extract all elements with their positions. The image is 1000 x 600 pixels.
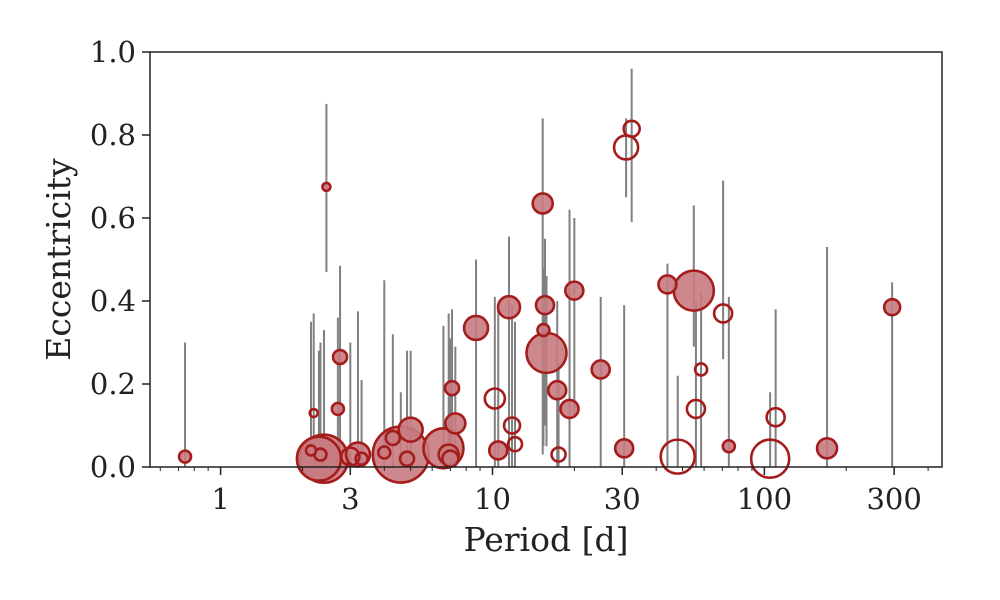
plot-frame	[149, 51, 943, 468]
data-point	[534, 294, 556, 316]
data-point	[882, 297, 902, 317]
data-point	[613, 438, 635, 459]
data-point	[525, 331, 568, 375]
y-axis-label: Eccentricity	[39, 158, 78, 361]
x-tick-label: 10	[474, 482, 511, 516]
data-point	[721, 438, 737, 454]
data-markers	[177, 119, 902, 485]
data-point	[712, 303, 734, 324]
data-point	[177, 449, 193, 464]
data-point	[462, 314, 490, 342]
data-point	[331, 348, 349, 366]
x-axis: 1 3 10 30 100 300	[159, 467, 929, 516]
data-point	[622, 119, 641, 139]
data-point	[483, 387, 507, 410]
data-point	[531, 192, 555, 215]
data-point	[590, 359, 611, 380]
data-point	[815, 437, 839, 460]
x-axis-label: Period [d]	[464, 520, 629, 559]
data-point	[441, 449, 460, 469]
data-point	[308, 407, 319, 419]
data-point	[321, 181, 332, 193]
data-point	[536, 322, 551, 338]
data-point	[546, 379, 568, 401]
data-point	[384, 429, 402, 447]
data-point	[559, 398, 580, 420]
data-point	[330, 401, 346, 417]
x-tick-label: 30	[604, 482, 641, 516]
y-tick-label: 1.0	[90, 35, 136, 69]
error-bars	[184, 68, 894, 467]
data-point	[304, 444, 318, 457]
y-tick-label: 0.8	[90, 118, 136, 152]
y-tick-label: 0.4	[90, 284, 136, 318]
data-point	[685, 398, 707, 420]
x-tick-label: 100	[737, 482, 792, 516]
data-point	[659, 438, 697, 475]
data-point	[765, 406, 786, 428]
data-point	[443, 379, 461, 397]
x-tick-label: 1	[211, 482, 229, 516]
x-tick-label: 300	[866, 482, 921, 516]
data-point	[693, 362, 709, 377]
data-point	[564, 280, 585, 301]
data-point	[354, 451, 369, 467]
data-point	[496, 294, 522, 320]
x-tick-label: 3	[341, 482, 359, 516]
y-tick-label: 0.0	[90, 450, 136, 484]
data-point	[397, 416, 424, 443]
data-point	[340, 446, 361, 467]
data-point	[487, 440, 509, 461]
y-tick-label: 0.2	[90, 367, 136, 401]
y-axis: 0.0 0.2 0.4 0.6 0.8 1.0	[90, 35, 150, 484]
data-point	[657, 274, 678, 295]
data-point	[376, 445, 392, 460]
y-tick-label: 0.6	[90, 201, 136, 235]
data-point	[672, 269, 716, 312]
data-point	[749, 438, 791, 480]
data-point	[550, 446, 567, 463]
data-point	[506, 435, 524, 453]
data-point	[444, 412, 467, 435]
data-point	[502, 416, 522, 435]
data-point	[398, 450, 416, 468]
